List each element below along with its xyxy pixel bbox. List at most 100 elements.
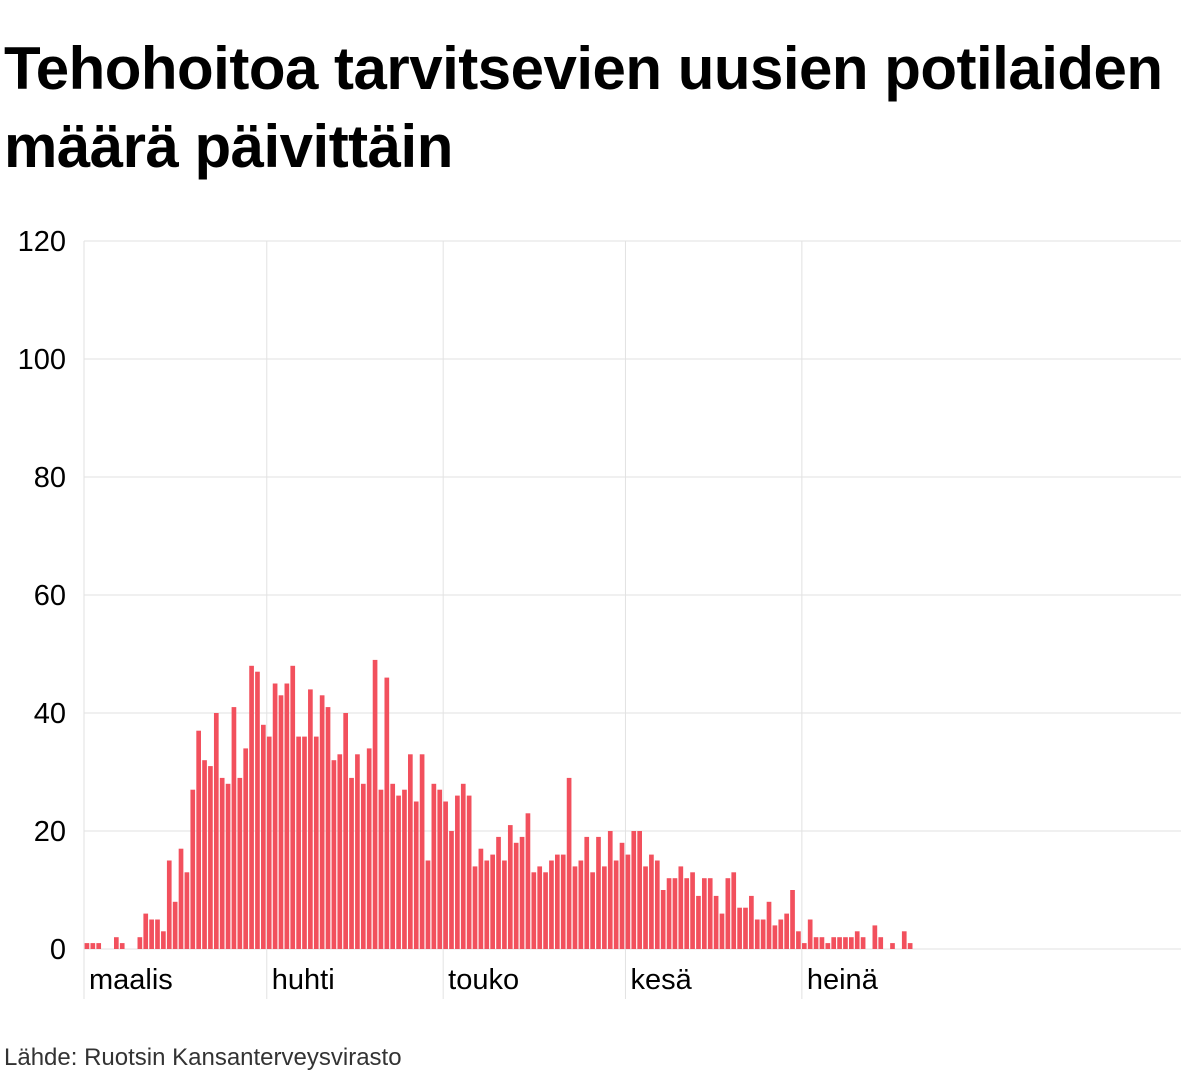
bar xyxy=(390,783,396,949)
bar xyxy=(372,659,378,949)
bar xyxy=(466,795,472,949)
bar xyxy=(408,754,413,949)
bar xyxy=(754,919,760,949)
bar xyxy=(355,754,360,949)
bar xyxy=(213,713,219,949)
bar xyxy=(231,707,237,949)
bar xyxy=(878,937,884,949)
bar xyxy=(872,925,878,949)
bar xyxy=(166,860,172,949)
bar xyxy=(172,901,178,949)
bar xyxy=(208,766,213,949)
bar xyxy=(119,943,125,949)
bar xyxy=(807,919,813,949)
gridlines xyxy=(83,240,1181,999)
bar xyxy=(396,795,401,949)
bar xyxy=(631,831,637,949)
bar xyxy=(443,801,448,949)
bar xyxy=(555,854,560,949)
bar xyxy=(672,878,678,949)
bar xyxy=(378,789,384,949)
bar xyxy=(784,913,789,949)
bar xyxy=(337,754,343,949)
bar xyxy=(184,872,190,949)
bar xyxy=(343,713,348,949)
bar xyxy=(707,878,713,949)
bar-chart: 0 20 40 60 80 100 120 maalis huhti touko kesä hein… xyxy=(18,226,1181,999)
bar xyxy=(737,907,742,949)
bar xyxy=(566,777,572,949)
bar xyxy=(525,813,531,949)
bar xyxy=(854,931,860,949)
bar xyxy=(202,760,207,949)
bar xyxy=(331,760,337,949)
bar xyxy=(619,842,625,949)
bar xyxy=(666,878,672,949)
bar xyxy=(425,860,431,949)
bar xyxy=(272,683,278,949)
bar xyxy=(760,919,766,949)
bar xyxy=(225,783,231,949)
bar xyxy=(178,848,184,949)
bar xyxy=(813,937,819,949)
bar xyxy=(455,795,460,949)
bar xyxy=(849,937,854,949)
bar xyxy=(778,919,784,949)
bar xyxy=(519,836,525,949)
x-tick-label: maalis xyxy=(89,964,173,996)
bar xyxy=(607,831,613,949)
bar xyxy=(543,872,548,949)
y-tick-label: 100 xyxy=(18,344,66,376)
bar xyxy=(308,689,313,949)
bar xyxy=(143,913,149,949)
bar xyxy=(449,831,454,949)
y-axis: 0 20 40 60 80 100 120 xyxy=(18,226,66,966)
bar xyxy=(219,777,225,949)
bar xyxy=(313,736,319,949)
bar xyxy=(114,937,119,949)
bar xyxy=(837,937,842,949)
bar xyxy=(660,890,666,949)
bar xyxy=(296,736,301,949)
bar xyxy=(478,848,484,949)
bar xyxy=(643,866,648,949)
source-note: Lähde: Ruotsin Kansanterveysvirasto xyxy=(4,1044,402,1071)
bar xyxy=(84,943,90,949)
bar xyxy=(690,872,695,949)
bar xyxy=(349,777,354,949)
bar xyxy=(731,872,737,949)
bar xyxy=(190,789,196,949)
bar xyxy=(549,860,554,949)
bar xyxy=(360,783,366,949)
bar xyxy=(161,931,166,949)
bar xyxy=(749,895,754,949)
bar xyxy=(243,748,249,949)
bar xyxy=(743,907,748,949)
bar xyxy=(702,878,707,949)
bar xyxy=(590,872,595,949)
bar xyxy=(237,777,243,949)
bar xyxy=(319,695,325,949)
bar xyxy=(625,854,631,949)
bar xyxy=(290,665,296,949)
bar xyxy=(484,860,490,949)
bar xyxy=(496,836,501,949)
x-tick-label: huhti xyxy=(272,964,335,996)
x-tick-label: kesä xyxy=(630,964,692,996)
bar xyxy=(560,854,566,949)
bar xyxy=(137,937,143,949)
bar xyxy=(149,919,154,949)
bar xyxy=(255,671,260,949)
bar xyxy=(843,937,848,949)
bar xyxy=(719,913,725,949)
bar xyxy=(155,919,160,949)
bar xyxy=(713,895,719,949)
bar xyxy=(578,860,584,949)
bar xyxy=(196,730,201,949)
bar xyxy=(572,866,578,949)
bar xyxy=(96,943,102,949)
bar xyxy=(602,866,607,949)
bar xyxy=(507,825,513,949)
bar xyxy=(890,943,895,949)
x-axis: maalis huhti touko kesä heinä xyxy=(89,964,879,996)
